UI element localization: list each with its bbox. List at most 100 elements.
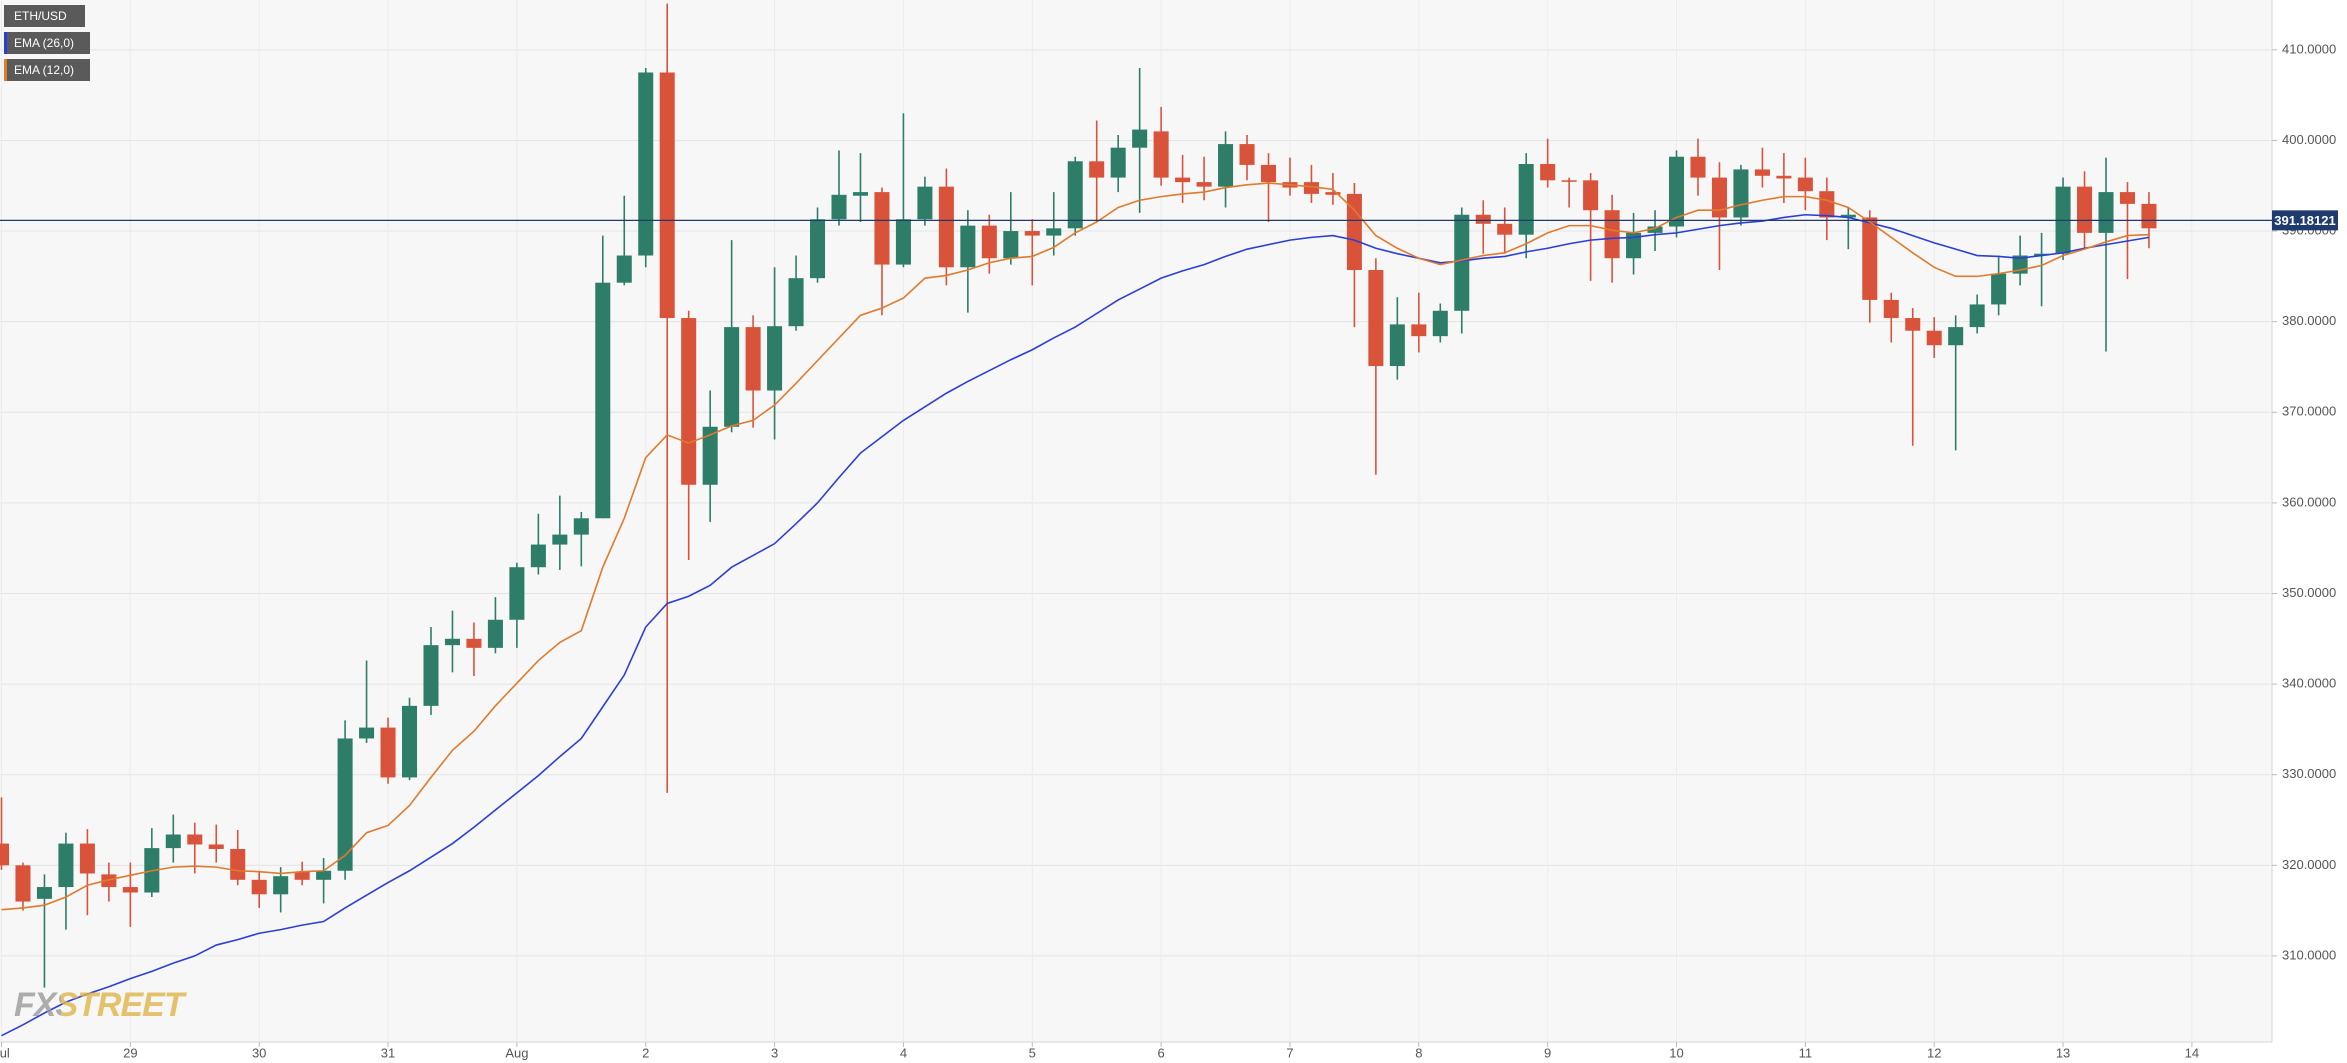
candle-body xyxy=(1389,324,1405,367)
candle-body xyxy=(1497,223,1513,235)
x-tick-label: 4 xyxy=(900,1045,907,1060)
x-tick-label: 30 xyxy=(252,1045,266,1060)
candle-body xyxy=(810,219,826,279)
ema-line xyxy=(1,182,2149,911)
candle-body xyxy=(487,619,503,648)
candle-body xyxy=(1089,161,1105,178)
candle-body xyxy=(1303,182,1319,194)
candle-body xyxy=(724,327,740,427)
candle-body xyxy=(1475,214,1491,224)
candle-body xyxy=(1239,144,1255,165)
candle-body xyxy=(1175,177,1191,183)
candle-body xyxy=(1905,318,1921,331)
candle-body xyxy=(444,638,460,646)
overlay: 391.18121 ETH/USD EMA (26,0) EMA (12,0) FXST… xyxy=(0,5,2338,1024)
candle-body xyxy=(1883,299,1899,319)
y-tick-label: 370.0000 xyxy=(2282,404,2336,419)
y-tick-label: 380.0000 xyxy=(2282,313,2336,328)
x-tick-label: 10 xyxy=(1669,1045,1683,1060)
x-tick-label: 2 xyxy=(642,1045,649,1060)
y-tick-label: 330.0000 xyxy=(2282,766,2336,781)
candle-body xyxy=(874,192,890,265)
candle-body xyxy=(1024,231,1040,236)
y-tick-label: 310.0000 xyxy=(2282,947,2336,962)
candle-body xyxy=(1668,156,1685,227)
candle-body xyxy=(36,887,52,899)
candle-body xyxy=(509,567,525,620)
candle-body xyxy=(1260,164,1277,183)
x-tick-label: 6 xyxy=(1158,1045,1165,1060)
candle-body xyxy=(1733,169,1749,218)
candle-body xyxy=(1454,214,1470,311)
candle-body xyxy=(2098,192,2114,233)
candle-body xyxy=(1969,304,1985,328)
candle-body xyxy=(1862,217,1878,300)
candle-body xyxy=(659,72,675,319)
current-price-box xyxy=(2272,210,2338,231)
candle-body xyxy=(1797,177,1813,192)
candle-body xyxy=(1991,273,2007,305)
candle-body xyxy=(1132,129,1148,148)
x-tick-label: Aug xyxy=(505,1045,528,1060)
candle-body xyxy=(530,544,546,568)
candle-body xyxy=(316,870,332,880)
x-tick-label: 9 xyxy=(1544,1045,1551,1060)
watermark: FXSTREET xyxy=(14,986,188,1024)
candle-body xyxy=(1754,169,1770,176)
candle-body xyxy=(1325,192,1341,195)
candle-body xyxy=(1711,177,1727,218)
candle-body xyxy=(0,843,10,866)
candle-body xyxy=(402,705,418,778)
candle-body xyxy=(15,865,31,902)
plot-background xyxy=(0,0,2272,1042)
candle-body xyxy=(2077,186,2093,233)
x-tick-label: 29 xyxy=(123,1045,137,1060)
candle-body xyxy=(58,843,74,888)
ticks: 310.0000 320.0000 330.0000 340.0000 350.0000… xyxy=(0,41,2336,1060)
candle-body xyxy=(917,186,933,220)
candle-body xyxy=(616,255,632,283)
candle-body xyxy=(1626,232,1642,259)
x-tick-label: 3 xyxy=(771,1045,778,1060)
y-tick-label: 410.0000 xyxy=(2282,41,2336,56)
candle-body xyxy=(230,849,246,880)
current-price-label: 391.18121 xyxy=(2274,213,2335,228)
candle-body xyxy=(2034,253,2050,256)
candle-body xyxy=(1926,330,1942,346)
candle-body xyxy=(938,186,954,268)
candle-body xyxy=(1948,327,1964,346)
x-tick-label: 7 xyxy=(1286,1045,1293,1060)
candle-body xyxy=(165,834,181,849)
candle-body xyxy=(1368,270,1384,367)
candle-body xyxy=(960,225,976,268)
x-tick-label: 13 xyxy=(2056,1045,2070,1060)
x-tick-label: 5 xyxy=(1029,1045,1036,1060)
candle-body xyxy=(1153,131,1169,178)
candle-body xyxy=(1583,180,1599,211)
candle-body xyxy=(1196,182,1212,187)
y-tick-label: 320.0000 xyxy=(2282,857,2336,872)
candle-body xyxy=(466,638,482,648)
candle-body xyxy=(681,318,697,485)
candle-body xyxy=(1776,175,1792,179)
candle-body xyxy=(187,834,203,845)
x-tick-label: 12 xyxy=(1927,1045,1941,1060)
legend-label: ETH/USD xyxy=(14,9,67,23)
legend-label: EMA (12,0) xyxy=(14,63,74,77)
candle-body xyxy=(79,843,95,874)
candle-body xyxy=(573,518,589,535)
candle-body xyxy=(852,192,868,196)
candle-body xyxy=(595,282,611,519)
ema-line xyxy=(1,213,2150,1037)
x-tick-label: Jul xyxy=(0,1045,10,1060)
candle-body xyxy=(831,194,847,220)
candle-body xyxy=(1411,324,1427,337)
x-tick-label: 11 xyxy=(1799,1045,1813,1060)
candle-body xyxy=(745,327,761,391)
legend-label: EMA (26,0) xyxy=(14,36,74,50)
candle-body xyxy=(1647,226,1663,233)
candle-body xyxy=(273,876,289,895)
legend-swatch xyxy=(4,32,7,54)
candle-body xyxy=(552,534,568,545)
